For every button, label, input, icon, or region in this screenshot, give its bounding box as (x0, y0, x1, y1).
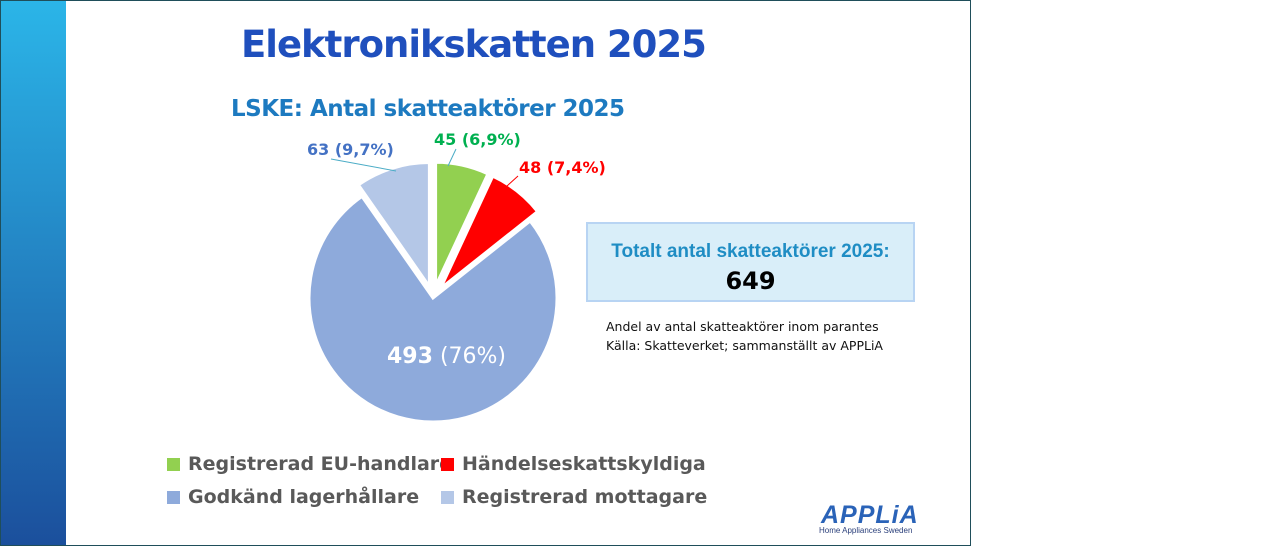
note-source: Källa: Skatteverket; sammanställt av APP… (606, 338, 883, 353)
slide: Elektronikskatten 2025 LSKE: Antal skatt… (0, 0, 971, 546)
data-label-value: 493 (387, 344, 433, 369)
legend-item-eu-handlare: Registrerad EU-handlare (167, 453, 452, 475)
total-label: Totalt antal skatteaktörer 2025: (611, 241, 890, 262)
legend-swatch (167, 457, 180, 471)
legend-label: Registrerad mottagare (462, 486, 708, 508)
chart-title: Elektronikskatten 2025 (241, 23, 707, 66)
legend-item-handelseskatt: Händelseskattskyldiga (441, 453, 706, 475)
legend-item-lagerhallare: Godkänd lagerhållare (167, 486, 419, 508)
note-share: Andel av antal skatteaktörer inom parant… (606, 319, 879, 334)
applia-logo: APPLiA (821, 501, 919, 529)
pie-slice-1 (439, 174, 540, 290)
data-label-handelseskatt: 48 (7,4%) (519, 158, 606, 177)
pie-slice-2 (307, 194, 559, 424)
pie-chart (307, 148, 559, 424)
data-label-lagerhallare: 493 (76%) (387, 344, 506, 369)
leader-line-2 (330, 158, 397, 172)
leader-line-1 (495, 175, 519, 197)
pie-slice-0 (434, 160, 490, 287)
chart-subtitle: LSKE: Antal skatteaktörer 2025 (231, 96, 625, 122)
applia-tagline: Home Appliances Sweden (819, 526, 913, 535)
legend-swatch (167, 490, 180, 504)
legend-item-mottagare: Registrerad mottagare (441, 486, 707, 508)
data-label-mottagare: 63 (9,7%) (307, 140, 394, 159)
total-box: Totalt antal skatteaktörer 2025: 649 (586, 222, 915, 302)
legend-swatch (441, 457, 454, 471)
side-gradient-bar (1, 1, 66, 545)
legend-label: Händelseskattskyldiga (462, 453, 706, 475)
legend-label: Registrerad EU-handlare (188, 453, 453, 475)
leader-line-0 (447, 148, 457, 167)
total-value: 649 (725, 267, 776, 295)
data-label-percent: (76%) (439, 344, 507, 369)
legend-label: Godkänd lagerhållare (188, 486, 420, 508)
data-label-eu-handlare: 45 (6,9%) (434, 130, 521, 149)
pie-slice-3 (356, 161, 431, 292)
legend-swatch (441, 490, 454, 504)
